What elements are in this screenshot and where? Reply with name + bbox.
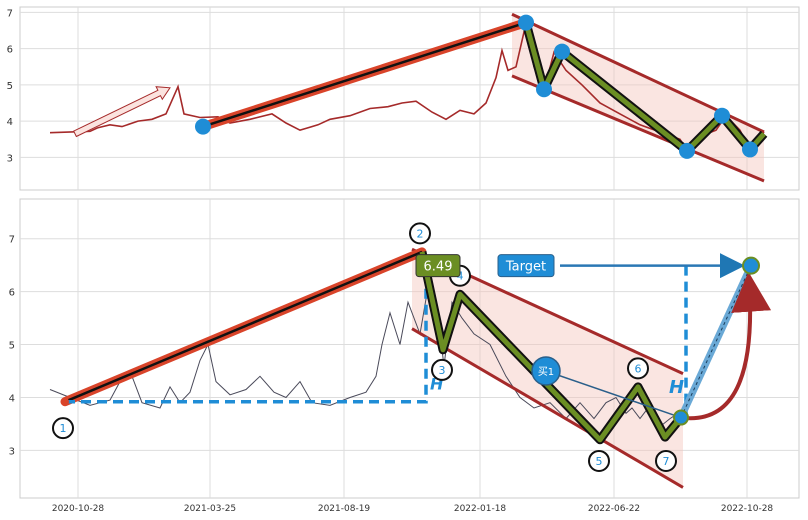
bottom-wave-label: 6 (635, 362, 642, 375)
bottom-y-axis: 3 4 5 6 7 (9, 235, 15, 458)
top-pattern-arrow (73, 86, 171, 138)
top-y-axis: 3 4 5 6 7 (7, 8, 13, 164)
top-grid (20, 7, 799, 190)
bottom-support-dashed (65, 265, 428, 404)
bottom-x-tick-label: 2020-10-28 (52, 504, 105, 514)
bottom-start-dot (61, 397, 69, 406)
bottom-panel-frame (19, 198, 800, 499)
top-pivot-point (714, 107, 730, 124)
top-pivot-point (679, 142, 695, 159)
bottom-wave-label: 3 (439, 364, 446, 377)
bottom-y-tick-label: 5 (9, 341, 15, 352)
bottom-target-box (497, 254, 555, 278)
bottom-x-tick-label: 2021-03-25 (184, 504, 236, 514)
bottom-price-box-label: 6.49 (424, 260, 453, 275)
bottom-wave-label-circle (627, 357, 649, 380)
bottom-y-tick-label: 6 (9, 288, 15, 299)
top-pivot-point (518, 14, 534, 31)
top-y-tick-label: 6 (7, 45, 13, 56)
bottom-wave-label: 1 (60, 422, 67, 435)
bottom-channel-lower (411, 327, 684, 489)
top-channel-lower (511, 74, 765, 183)
top-pivot-point (195, 118, 211, 135)
bottom-target-point (742, 256, 760, 275)
top-y-tick-label: 7 (7, 8, 13, 19)
top-plot-area (49, 12, 768, 183)
top-y-tick-label: 3 (7, 153, 13, 164)
bottom-x-tick-label: 2022-06-22 (588, 504, 640, 514)
top-pivot-point (554, 43, 570, 60)
bottom-wave-label: 2 (417, 227, 424, 240)
bottom-buy-label: 买1 (538, 366, 554, 378)
top-y-tick-label: 5 (7, 81, 13, 92)
bottom-x-axis: 2020-10-28 2021-03-25 2021-08-19 2022-01-18… (52, 504, 774, 514)
bottom-y-tick-label: 3 (9, 446, 15, 457)
bottom-zigzag (419, 251, 683, 443)
bottom-entry-point (673, 409, 689, 426)
bottom-x-tick-label: 2022-10-28 (721, 504, 774, 514)
bottom-x-tick-label: 2022-01-18 (454, 504, 507, 514)
bottom-wave-label-circle (52, 417, 74, 440)
bottom-y-tick-label: 7 (9, 235, 15, 246)
bottom-wave-label-circle (588, 449, 610, 472)
bottom-wave-label-circle (655, 449, 677, 472)
bottom-buy-marker (531, 356, 561, 386)
bottom-wave-label: 7 (663, 455, 670, 468)
top-trend-line (202, 21, 527, 128)
bottom-wave-label-circle (409, 222, 431, 245)
bottom-target-box-label: Target (505, 260, 546, 275)
bottom-y-tick-label: 4 (9, 393, 15, 404)
bottom-wave-label-circle (431, 358, 453, 381)
bottom-trend-line (64, 250, 423, 403)
top-pivot-point (536, 81, 552, 98)
bottom-price-box (415, 254, 461, 278)
top-y-tick-label: 4 (7, 117, 13, 128)
bottom-wave-label: 4 (457, 270, 464, 283)
bottom-wave-label: 5 (596, 455, 603, 468)
bottom-price-line (49, 275, 679, 428)
bottom-buy-connector (545, 370, 682, 419)
bottom-h-marker-2: H (669, 377, 684, 398)
top-pivot-point (742, 141, 758, 158)
bottom-x-tick-label: 2021-08-19 (318, 504, 371, 514)
bottom-curved-arrow (680, 271, 772, 421)
